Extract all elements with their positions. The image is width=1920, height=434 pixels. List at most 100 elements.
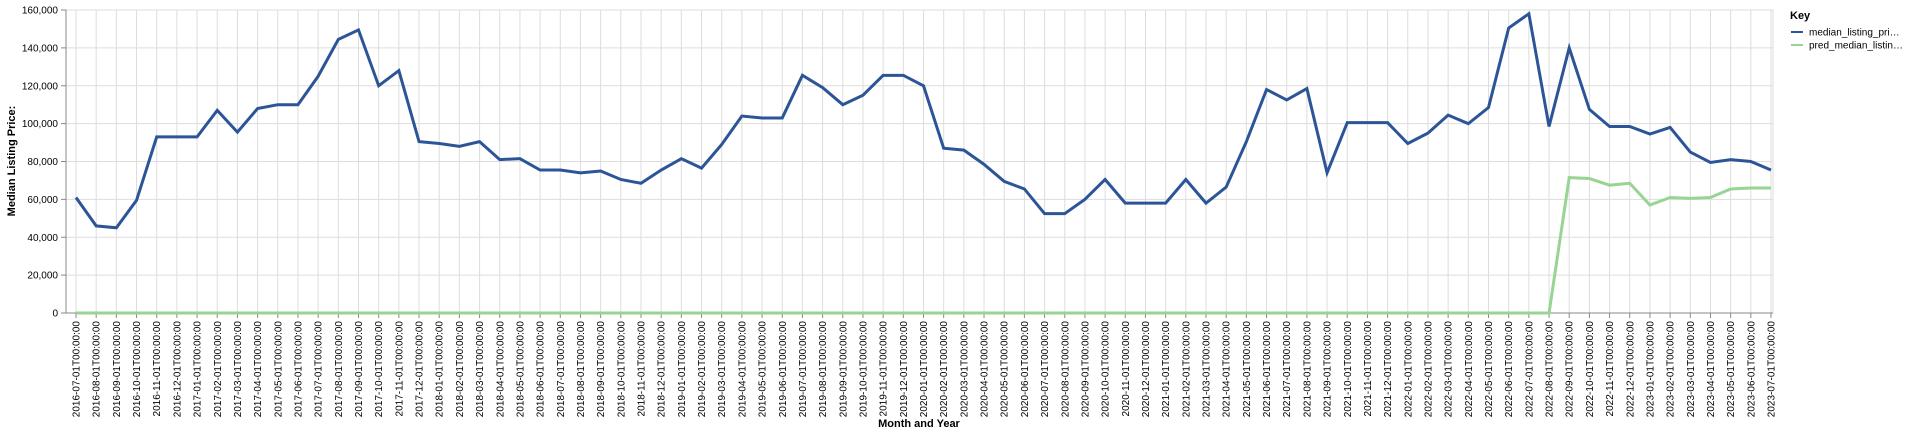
x-tick-label: 2022-12-01T00:00:00 <box>1625 321 1636 418</box>
x-tick-label: 2022-03-01T00:00:00 <box>1444 321 1455 418</box>
x-tick-label: 2018-10-01T00:00:00 <box>616 321 627 418</box>
x-tick-label: 2016-10-01T00:00:00 <box>132 321 143 418</box>
y-axis: 0 20,000 40,000 60,000 80,000 100,000 120,000 1… <box>22 6 67 320</box>
x-tick-label: 2023-06-01T00:00:00 <box>1746 321 1757 418</box>
x-tick-label: 2019-08-01T00:00:00 <box>818 321 829 418</box>
x-tick-label: 2020-11-01T00:00:00 <box>1121 321 1132 417</box>
x-tick-label: 2019-04-01T00:00:00 <box>737 321 748 418</box>
x-tick-label: 2022-08-01T00:00:00 <box>1545 321 1556 418</box>
x-tick-label: 2018-09-01T00:00:00 <box>596 321 607 418</box>
x-tick-label: 2018-08-01T00:00:00 <box>576 321 587 418</box>
x-tick-label: 2016-11-01T00:00:00 <box>152 321 163 417</box>
x-tick-label: 2020-08-01T00:00:00 <box>1060 321 1071 418</box>
x-tick-label: 2019-12-01T00:00:00 <box>899 321 910 418</box>
x-tick-label: 2016-07-01T00:00:00 <box>72 321 83 418</box>
x-tick-label: 2017-02-01T00:00:00 <box>213 321 224 418</box>
x-tick-label: 2018-12-01T00:00:00 <box>657 321 668 418</box>
x-tick-label: 2021-01-01T00:00:00 <box>1161 321 1172 418</box>
y-tick-label: 60,000 <box>27 195 58 206</box>
x-tick-label: 2018-11-01T00:00:00 <box>637 321 648 417</box>
x-tick-label: 2021-03-01T00:00:00 <box>1202 321 1213 418</box>
y-tick-label: 0 <box>52 309 58 320</box>
x-tick-label: 2023-02-01T00:00:00 <box>1666 321 1677 418</box>
x-tick-label: 2022-11-01T00:00:00 <box>1605 321 1616 417</box>
x-tick-label: 2021-02-01T00:00:00 <box>1181 321 1192 418</box>
x-tick-label: 2022-01-01T00:00:00 <box>1403 321 1414 418</box>
x-tick-label: 2016-09-01T00:00:00 <box>112 321 123 418</box>
y-tick-label: 100,000 <box>22 119 59 130</box>
y-tick-label: 120,000 <box>22 81 59 92</box>
x-tick-label: 2017-11-01T00:00:00 <box>394 321 405 417</box>
x-tick-label: 2021-05-01T00:00:00 <box>1242 321 1253 418</box>
x-tick-label: 2016-08-01T00:00:00 <box>92 321 103 418</box>
legend: Key median_listing_pri… pred_median_listi… <box>1790 10 1903 52</box>
x-tick-label: 2020-06-01T00:00:00 <box>1020 321 1031 418</box>
x-tick-label: 2021-07-01T00:00:00 <box>1282 321 1293 418</box>
x-tick-label: 2019-02-01T00:00:00 <box>697 321 708 418</box>
x-tick-label: 2019-05-01T00:00:00 <box>758 321 769 418</box>
x-tick-label: 2020-09-01T00:00:00 <box>1080 321 1091 418</box>
x-tick-label: 2018-04-01T00:00:00 <box>495 321 506 418</box>
legend-label: median_listing_pri… <box>1809 28 1900 39</box>
x-tick-label: 2017-07-01T00:00:00 <box>314 321 325 418</box>
x-axis: 2016-07-01T00:00:00 2016-08-01T00:00:00 20… <box>66 312 1778 418</box>
x-tick-label: 2023-04-01T00:00:00 <box>1706 321 1717 418</box>
x-tick-label: 2017-08-01T00:00:00 <box>334 321 345 418</box>
x-tick-label: 2020-03-01T00:00:00 <box>959 321 970 418</box>
x-tick-label: 2017-05-01T00:00:00 <box>273 321 284 418</box>
series-lines <box>74 11 1772 315</box>
x-tick-label: 2021-12-01T00:00:00 <box>1383 321 1394 418</box>
x-tick-label: 2022-07-01T00:00:00 <box>1524 321 1535 418</box>
x-tick-label: 2021-09-01T00:00:00 <box>1323 321 1334 418</box>
x-tick-label: 2017-10-01T00:00:00 <box>374 321 385 418</box>
x-tick-label: 2020-02-01T00:00:00 <box>939 321 950 418</box>
x-axis-title: Month and Year <box>878 418 960 430</box>
y-tick-label: 20,000 <box>27 271 58 282</box>
x-tick-label: 2019-09-01T00:00:00 <box>838 321 849 418</box>
x-tick-label: 2020-07-01T00:00:00 <box>1040 321 1051 418</box>
legend-title: Key <box>1790 10 1811 22</box>
x-tick-label: 2021-11-01T00:00:00 <box>1363 321 1374 417</box>
x-tick-label: 2018-01-01T00:00:00 <box>435 321 446 418</box>
y-axis-title: Median Listing Price: <box>6 106 18 217</box>
x-tick-label: 2022-09-01T00:00:00 <box>1565 321 1576 418</box>
x-tick-label: 2021-10-01T00:00:00 <box>1343 321 1354 418</box>
x-tick-label: 2023-07-01T00:00:00 <box>1767 321 1778 418</box>
x-tick-label: 2021-04-01T00:00:00 <box>1222 321 1233 418</box>
x-tick-label: 2018-05-01T00:00:00 <box>515 321 526 418</box>
x-tick-label: 2017-01-01T00:00:00 <box>193 321 204 418</box>
x-tick-label: 2020-12-01T00:00:00 <box>1141 321 1152 418</box>
x-tick-label: 2020-05-01T00:00:00 <box>1000 321 1011 418</box>
x-tick-label: 2020-10-01T00:00:00 <box>1101 321 1112 418</box>
x-tick-label: 2023-05-01T00:00:00 <box>1726 321 1737 418</box>
x-tick-label: 2020-04-01T00:00:00 <box>980 321 991 418</box>
x-tick-label: 2019-03-01T00:00:00 <box>717 321 728 418</box>
x-tick-label: 2018-06-01T00:00:00 <box>536 321 547 418</box>
y-tick-label: 160,000 <box>22 6 59 17</box>
x-tick-label: 2023-03-01T00:00:00 <box>1686 321 1697 418</box>
x-tick-label: 2022-06-01T00:00:00 <box>1504 321 1515 418</box>
legend-label: pred_median_listin… <box>1809 41 1903 52</box>
x-tick-label: 2019-01-01T00:00:00 <box>677 321 688 418</box>
x-tick-label: 2018-03-01T00:00:00 <box>475 321 486 418</box>
x-tick-label: 2022-02-01T00:00:00 <box>1423 321 1434 418</box>
x-tick-label: 2021-06-01T00:00:00 <box>1262 321 1273 418</box>
x-tick-label: 2017-12-01T00:00:00 <box>415 321 426 418</box>
x-tick-label: 2019-10-01T00:00:00 <box>858 321 869 418</box>
series-line-1 <box>74 11 1772 230</box>
x-tick-label: 2022-10-01T00:00:00 <box>1585 321 1596 418</box>
x-tick-label: 2019-11-01T00:00:00 <box>879 321 890 417</box>
series-line-2 <box>76 176 1771 315</box>
x-tick-label: 2018-07-01T00:00:00 <box>556 321 567 418</box>
x-tick-label: 2016-12-01T00:00:00 <box>172 321 183 418</box>
x-tick-label: 2017-09-01T00:00:00 <box>354 321 365 418</box>
x-tick-label: 2021-08-01T00:00:00 <box>1302 321 1313 418</box>
x-tick-label: 2019-07-01T00:00:00 <box>798 321 809 418</box>
x-tick-label: 2017-04-01T00:00:00 <box>253 321 264 418</box>
x-tick-label: 2020-01-01T00:00:00 <box>919 321 930 418</box>
x-tick-label: 2017-03-01T00:00:00 <box>233 321 244 418</box>
x-tick-label: 2018-02-01T00:00:00 <box>455 321 466 418</box>
x-tick-label: 2023-01-01T00:00:00 <box>1645 321 1656 418</box>
y-tick-label: 40,000 <box>27 233 58 244</box>
